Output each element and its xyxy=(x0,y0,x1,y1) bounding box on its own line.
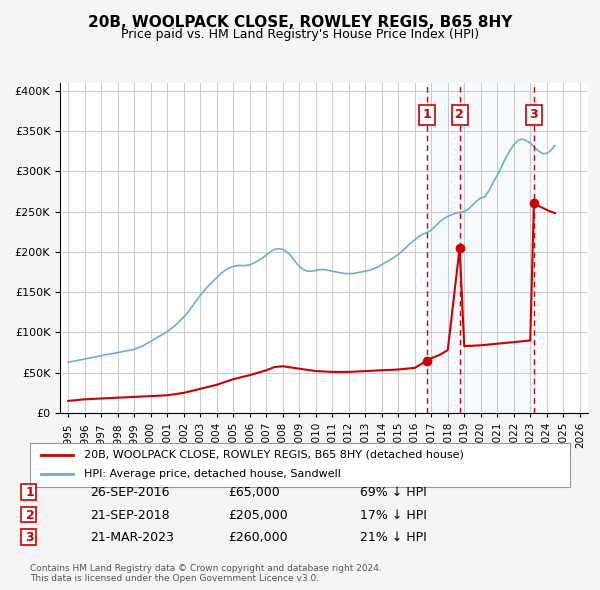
Text: 17% ↓ HPI: 17% ↓ HPI xyxy=(360,509,427,522)
Text: 3: 3 xyxy=(26,531,34,544)
Text: 2: 2 xyxy=(26,509,34,522)
Text: Price paid vs. HM Land Registry's House Price Index (HPI): Price paid vs. HM Land Registry's House … xyxy=(121,28,479,41)
Bar xyxy=(460,83,534,413)
Text: 1: 1 xyxy=(422,109,431,122)
Text: £260,000: £260,000 xyxy=(228,531,287,544)
Text: 2: 2 xyxy=(455,109,464,122)
Text: 20B, WOOLPACK CLOSE, ROWLEY REGIS, B65 8HY (detached house): 20B, WOOLPACK CLOSE, ROWLEY REGIS, B65 8… xyxy=(84,450,464,460)
Text: £65,000: £65,000 xyxy=(228,486,280,499)
Text: HPI: Average price, detached house, Sandwell: HPI: Average price, detached house, Sand… xyxy=(84,470,341,479)
Text: Contains HM Land Registry data © Crown copyright and database right 2024.
This d: Contains HM Land Registry data © Crown c… xyxy=(30,563,382,583)
Text: £205,000: £205,000 xyxy=(228,509,288,522)
Text: 20B, WOOLPACK CLOSE, ROWLEY REGIS, B65 8HY: 20B, WOOLPACK CLOSE, ROWLEY REGIS, B65 8… xyxy=(88,15,512,30)
Text: 1: 1 xyxy=(26,486,34,499)
Text: 21% ↓ HPI: 21% ↓ HPI xyxy=(360,531,427,544)
Text: 69% ↓ HPI: 69% ↓ HPI xyxy=(360,486,427,499)
Bar xyxy=(427,83,460,413)
Text: 3: 3 xyxy=(530,109,538,122)
Text: 21-SEP-2018: 21-SEP-2018 xyxy=(90,509,170,522)
Text: 21-MAR-2023: 21-MAR-2023 xyxy=(90,531,174,544)
Text: 26-SEP-2016: 26-SEP-2016 xyxy=(90,486,170,499)
